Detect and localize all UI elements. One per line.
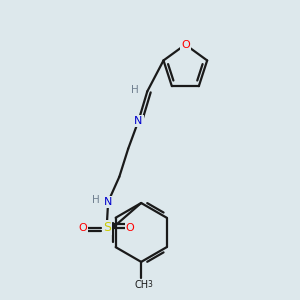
Text: N: N xyxy=(134,116,143,126)
Text: O: O xyxy=(79,223,88,233)
Text: O: O xyxy=(126,223,135,233)
Text: O: O xyxy=(181,40,190,50)
Text: 3: 3 xyxy=(148,280,152,290)
Text: H: H xyxy=(131,85,139,95)
Text: CH: CH xyxy=(134,280,148,290)
Text: N: N xyxy=(104,197,112,207)
Text: H: H xyxy=(92,195,100,205)
Text: S: S xyxy=(103,221,111,234)
